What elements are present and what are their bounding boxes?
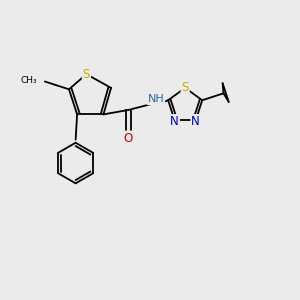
- Text: N: N: [170, 115, 179, 128]
- Text: NH: NH: [148, 94, 164, 104]
- Text: S: S: [83, 68, 90, 81]
- Text: O: O: [124, 131, 133, 145]
- Text: S: S: [182, 81, 189, 94]
- Text: CH₃: CH₃: [21, 76, 38, 85]
- Text: N: N: [191, 115, 200, 128]
